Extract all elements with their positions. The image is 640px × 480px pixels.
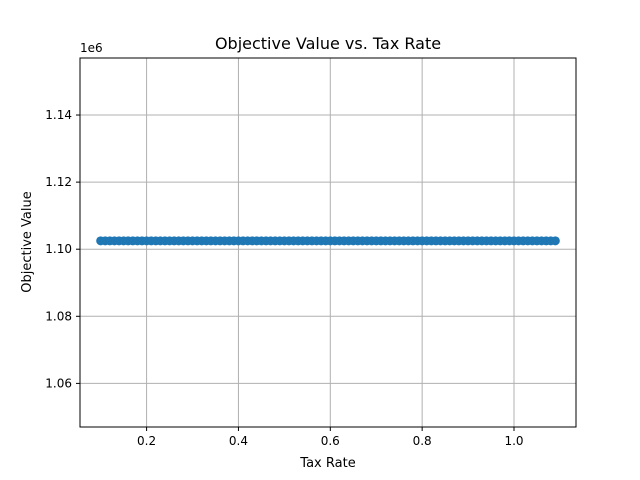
y-axis-offset-label: 1e6: [80, 41, 103, 55]
plot-frame: [79, 57, 577, 428]
x-tick-label: 0.2: [137, 434, 156, 448]
x-tick-label: 0.4: [229, 434, 248, 448]
scatter-points: [96, 236, 560, 246]
x-tick-label: 0.8: [413, 434, 432, 448]
y-tick-label: 1.10: [45, 242, 72, 256]
y-axis-label: Objective Value: [20, 191, 35, 292]
x-axis-ticks: 0.2 0.4 0.6 0.8 1.0: [137, 427, 524, 448]
x-axis-label: Tax Rate: [299, 456, 355, 471]
y-axis-ticks: 1.06 1.08 1.10 1.12 1.14: [45, 108, 80, 390]
y-tick-label: 1.12: [45, 175, 72, 189]
y-tick-label: 1.08: [45, 309, 72, 323]
scatter-point: [550, 236, 560, 246]
x-tick-label: 0.6: [321, 434, 340, 448]
y-tick-label: 1.14: [45, 108, 72, 122]
chart-title: Objective Value vs. Tax Rate: [215, 34, 441, 53]
y-tick-label: 1.06: [45, 376, 72, 390]
x-tick-label: 1.0: [504, 434, 523, 448]
